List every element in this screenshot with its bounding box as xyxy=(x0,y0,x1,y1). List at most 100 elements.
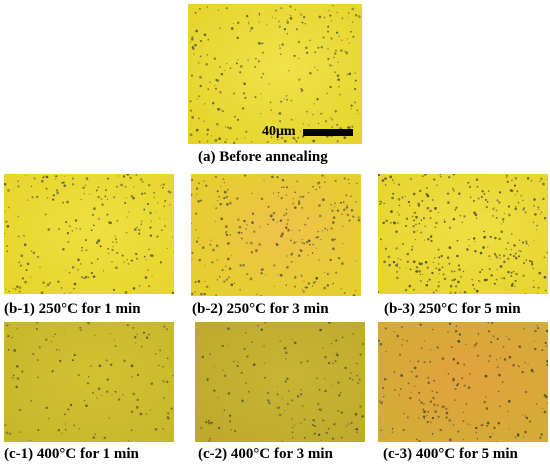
pinhole-dot xyxy=(427,381,430,384)
pinhole-dot xyxy=(345,194,348,197)
pinhole-dot xyxy=(250,140,253,143)
pinhole-dot xyxy=(166,328,169,331)
pinhole-dot xyxy=(391,428,394,430)
pinhole-dot xyxy=(243,82,246,86)
pinhole-dot xyxy=(216,123,219,126)
pinhole-dot xyxy=(112,288,116,291)
pinhole-dot xyxy=(195,196,197,198)
pinhole-dot xyxy=(298,78,301,81)
pinhole-dot xyxy=(443,277,447,281)
pinhole-dot xyxy=(44,213,47,216)
pinhole-dot xyxy=(517,255,521,258)
pinhole-dot xyxy=(484,396,487,398)
pinhole-dot xyxy=(426,187,428,189)
pinhole-dot xyxy=(80,198,82,200)
pinhole-dot xyxy=(289,17,293,20)
pinhole-dot xyxy=(213,389,216,392)
pinhole-dot xyxy=(495,278,498,281)
pinhole-dot xyxy=(100,394,103,396)
pinhole-dot xyxy=(63,413,66,416)
pinhole-dot xyxy=(412,260,416,264)
pinhole-dot xyxy=(97,195,100,199)
pinhole-dot xyxy=(293,129,295,131)
pinhole-dot xyxy=(341,39,343,41)
pinhole-dot xyxy=(51,369,54,373)
pinhole-dot xyxy=(472,237,476,240)
pinhole-dot xyxy=(508,355,512,359)
pinhole-dot xyxy=(317,122,320,125)
pinhole-dot xyxy=(420,219,423,221)
pinhole-dot xyxy=(291,426,294,429)
pinhole-dot xyxy=(540,433,543,436)
pinhole-dot xyxy=(467,386,471,389)
pinhole-dot xyxy=(426,266,429,269)
pinhole-dot xyxy=(527,244,529,247)
pinhole-dot xyxy=(543,394,547,397)
pinhole-dot xyxy=(298,200,301,203)
pinhole-dot xyxy=(45,187,48,190)
micrograph-b3-image xyxy=(378,174,548,294)
pinhole-dot xyxy=(511,233,513,235)
pinhole-dot xyxy=(319,328,322,332)
pinhole-dot xyxy=(513,184,517,187)
pinhole-dot xyxy=(432,396,435,400)
pinhole-dot xyxy=(334,52,337,55)
pinhole-dot xyxy=(293,285,296,288)
pinhole-dot xyxy=(411,245,414,248)
pinhole-dot xyxy=(17,185,20,188)
pinhole-dot xyxy=(546,251,548,254)
pinhole-dot xyxy=(406,252,410,256)
pinhole-dot xyxy=(342,225,344,228)
pinhole-dot xyxy=(215,220,217,222)
pinhole-dot xyxy=(247,59,249,61)
pinhole-dot xyxy=(103,436,106,439)
pinhole-dot xyxy=(525,240,528,243)
pinhole-dot xyxy=(304,223,307,226)
pinhole-dot xyxy=(17,180,19,182)
pinhole-dot xyxy=(112,245,114,248)
pinhole-dot xyxy=(99,245,102,248)
pinhole-dot xyxy=(338,257,341,260)
pinhole-dot xyxy=(201,355,204,359)
pinhole-dot xyxy=(81,249,83,252)
pinhole-dot xyxy=(493,282,496,285)
pinhole-dot xyxy=(404,288,408,292)
pinhole-dot xyxy=(485,205,488,209)
pinhole-dot xyxy=(326,92,328,94)
pinhole-dot xyxy=(4,424,7,427)
pinhole-dot xyxy=(525,259,528,261)
pinhole-dot xyxy=(292,229,294,232)
pinhole-dot xyxy=(457,280,460,284)
pinhole-dot xyxy=(253,230,256,233)
pinhole-dot xyxy=(337,409,340,412)
pinhole-dot xyxy=(515,206,517,208)
pinhole-dot xyxy=(75,227,77,229)
pinhole-dot xyxy=(80,276,84,279)
pinhole-dot xyxy=(407,416,409,419)
pinhole-dot xyxy=(455,325,458,327)
pinhole-dot xyxy=(200,427,202,429)
pinhole-dot xyxy=(407,200,411,204)
pinhole-dot xyxy=(452,217,456,221)
pinhole-dot xyxy=(418,391,421,394)
pinhole-dot xyxy=(140,223,143,226)
pinhole-dot xyxy=(149,409,151,411)
pinhole-dot xyxy=(212,248,215,252)
pinhole-dot xyxy=(277,273,279,276)
pinhole-dot xyxy=(459,214,462,217)
film-background xyxy=(4,174,174,294)
pinhole-dot xyxy=(33,177,36,180)
pinhole-dot xyxy=(16,377,20,380)
pinhole-dot xyxy=(45,175,49,179)
pinhole-dot xyxy=(510,284,514,287)
pinhole-dot xyxy=(218,137,221,141)
pinhole-dot xyxy=(357,218,361,222)
pinhole-dot xyxy=(378,201,380,202)
pinhole-dot xyxy=(19,431,22,433)
pinhole-dot xyxy=(16,285,19,288)
pinhole-dot xyxy=(189,41,192,43)
pinhole-dot xyxy=(289,239,292,242)
pinhole-dot xyxy=(492,433,494,435)
pinhole-dot xyxy=(318,15,322,19)
pinhole-dot xyxy=(316,377,319,380)
